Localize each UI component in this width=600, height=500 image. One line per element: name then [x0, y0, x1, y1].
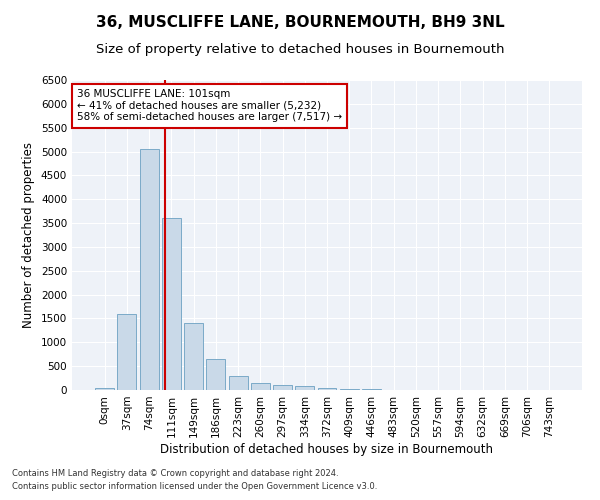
X-axis label: Distribution of detached houses by size in Bournemouth: Distribution of detached houses by size … — [161, 442, 493, 456]
Bar — [162, 218, 181, 390]
Bar — [340, 388, 359, 390]
Bar — [229, 376, 248, 390]
Text: Contains public sector information licensed under the Open Government Licence v3: Contains public sector information licen… — [12, 482, 377, 491]
Bar — [317, 388, 337, 390]
Bar — [251, 383, 270, 390]
Bar — [118, 314, 136, 390]
Bar — [295, 386, 314, 390]
Bar — [140, 149, 158, 390]
Bar — [206, 359, 225, 390]
Text: Size of property relative to detached houses in Bournemouth: Size of property relative to detached ho… — [96, 42, 504, 56]
Bar — [184, 323, 203, 390]
Y-axis label: Number of detached properties: Number of detached properties — [22, 142, 35, 328]
Bar — [273, 385, 292, 390]
Text: 36 MUSCLIFFE LANE: 101sqm
← 41% of detached houses are smaller (5,232)
58% of se: 36 MUSCLIFFE LANE: 101sqm ← 41% of detac… — [77, 90, 342, 122]
Text: 36, MUSCLIFFE LANE, BOURNEMOUTH, BH9 3NL: 36, MUSCLIFFE LANE, BOURNEMOUTH, BH9 3NL — [95, 15, 505, 30]
Text: Contains HM Land Registry data © Crown copyright and database right 2024.: Contains HM Land Registry data © Crown c… — [12, 468, 338, 477]
Bar — [95, 388, 114, 390]
